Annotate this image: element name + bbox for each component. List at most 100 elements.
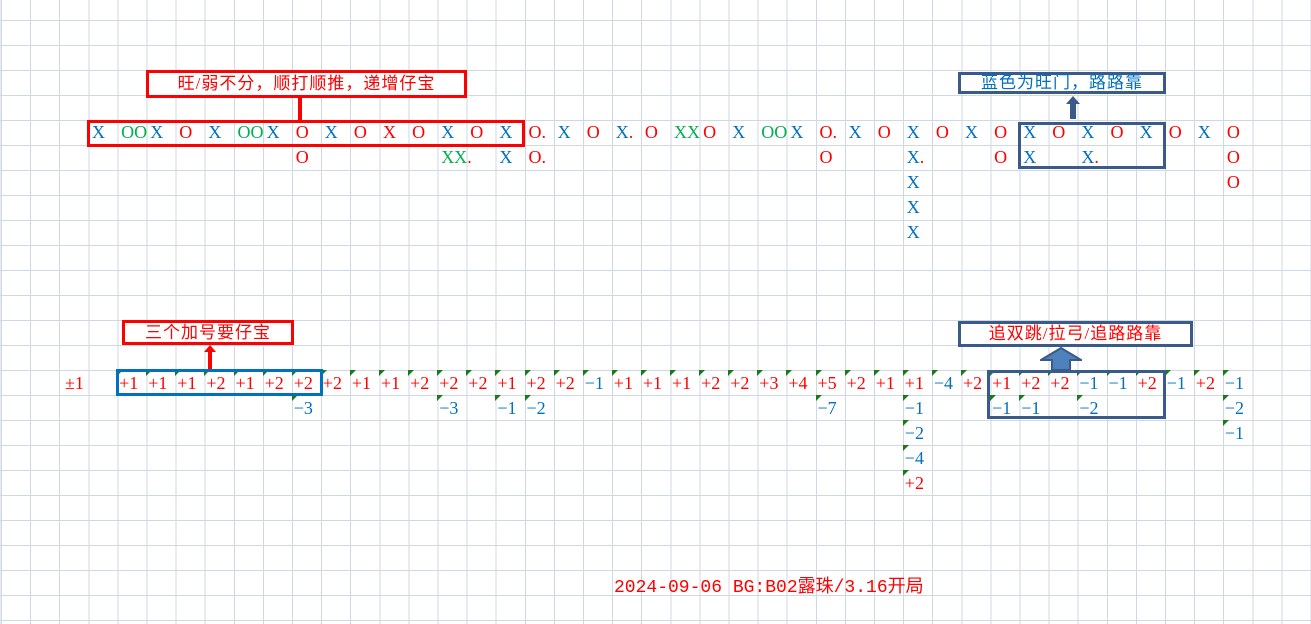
count-cell[interactable]: −2 (1077, 395, 1106, 420)
road-cell[interactable]: X (906, 197, 920, 217)
count-cell[interactable]: −1 (1222, 420, 1252, 445)
road-cell[interactable]: XX (674, 122, 700, 142)
road-cell[interactable]: X (1023, 122, 1037, 142)
count-cell[interactable]: +2 (466, 370, 495, 395)
road-cell[interactable]: X (324, 122, 338, 142)
count-cell[interactable]: −2 (1222, 395, 1252, 420)
road-cell[interactable]: O (412, 122, 426, 142)
count-cell[interactable]: −4 (902, 445, 932, 470)
count-cell[interactable]: +1 (233, 370, 263, 395)
road-cell[interactable]: OO (121, 122, 148, 142)
count-cell[interactable]: +2 (844, 370, 874, 395)
count-cell[interactable]: +1 (349, 370, 379, 395)
road-cell[interactable]: O (295, 147, 309, 167)
road-cell[interactable]: O (295, 122, 309, 142)
road-cell[interactable]: X (92, 122, 105, 142)
road-cell[interactable]: X (208, 122, 222, 142)
count-cell[interactable]: +2 (1048, 370, 1077, 395)
road-cell[interactable]: O (1226, 172, 1240, 192)
road-cell[interactable]: O (1052, 122, 1066, 142)
road-cell[interactable]: O. (525, 120, 547, 145)
count-cell[interactable]: −2 (524, 395, 554, 420)
count-cell[interactable]: +2 (728, 370, 757, 395)
count-cell[interactable]: +4 (786, 370, 815, 395)
count-cell[interactable]: −1 (1222, 370, 1252, 395)
count-cell[interactable]: +2 (1135, 370, 1165, 395)
count-cell[interactable]: +2 (553, 370, 583, 395)
count-cell[interactable]: −1 (1019, 395, 1048, 420)
road-cell[interactable]: O (470, 122, 484, 142)
count-cell[interactable]: +2 (262, 370, 292, 395)
count-cell[interactable]: +3 (757, 370, 786, 395)
count-cell[interactable]: −3 (437, 395, 466, 420)
road-cell[interactable]: OO (761, 122, 788, 142)
road-cell[interactable]: X (906, 222, 920, 242)
count-cell[interactable]: −1 (582, 370, 612, 395)
count-cell[interactable]: +2 (524, 370, 554, 395)
road-cell[interactable]: O. (816, 120, 838, 145)
count-cell[interactable]: +1 (670, 370, 699, 395)
road-cell[interactable]: O (994, 122, 1008, 142)
count-cell[interactable]: +1 (902, 370, 932, 395)
count-cell[interactable]: +1 (873, 370, 903, 395)
road-cell[interactable]: X (266, 122, 280, 142)
count-cell[interactable]: −1 (990, 395, 1019, 420)
count-cell[interactable]: +2 (961, 370, 990, 395)
count-cell[interactable]: +5 (815, 370, 845, 395)
road-cell[interactable]: X (906, 122, 920, 142)
road-cell[interactable]: X (499, 122, 513, 142)
count-cell[interactable]: −1 (1164, 370, 1194, 395)
road-cell[interactable]: X (557, 122, 571, 142)
road-cell[interactable]: O (1226, 147, 1240, 167)
road-cell[interactable]: OO (237, 122, 264, 142)
road-cell[interactable]: X. (903, 145, 925, 170)
count-cell[interactable]: +2 (699, 370, 728, 395)
road-cell[interactable]: X (441, 122, 455, 142)
count-cell[interactable]: −1 (1077, 370, 1106, 395)
count-cell[interactable]: −1 (1106, 370, 1136, 395)
count-cell[interactable]: +1 (175, 370, 204, 395)
road-cell[interactable]: O (586, 122, 600, 142)
road-cell[interactable]: O (353, 122, 367, 142)
road-cell[interactable]: O (877, 122, 891, 142)
road-cell[interactable]: X (1139, 122, 1153, 142)
count-cell[interactable]: −1 (902, 395, 932, 420)
count-cell[interactable]: +1 (640, 370, 670, 395)
count-cell[interactable]: +2 (437, 370, 466, 395)
road-cell[interactable]: X (732, 122, 746, 142)
count-cell[interactable]: +2 (204, 370, 233, 395)
count-cell[interactable]: +1 (495, 370, 524, 395)
road-cell[interactable]: O (1226, 122, 1240, 142)
count-cell[interactable]: +2 (1019, 370, 1048, 395)
road-cell[interactable]: O (819, 147, 833, 167)
count-cell[interactable]: +1 (146, 370, 175, 395)
count-cell[interactable]: +2 (1193, 370, 1223, 395)
count-cell[interactable]: −4 (931, 370, 961, 395)
road-cell[interactable]: X (1023, 147, 1037, 167)
road-cell[interactable]: X (1197, 122, 1211, 142)
count-cell[interactable]: +2 (320, 370, 350, 395)
road-cell[interactable]: X (499, 147, 513, 167)
count-cell[interactable]: −3 (291, 395, 321, 420)
road-cell[interactable]: O (1168, 122, 1182, 142)
count-cell[interactable]: +1 (117, 370, 146, 395)
road-cell[interactable]: O. (525, 145, 547, 170)
road-cell[interactable]: XX. (437, 145, 472, 170)
count-cell[interactable]: +1 (379, 370, 408, 395)
count-cell[interactable]: −2 (902, 420, 932, 445)
road-cell[interactable]: O (1110, 122, 1124, 142)
road-cell[interactable]: X (906, 172, 920, 192)
road-cell[interactable]: X. (612, 120, 634, 145)
count-cell[interactable]: +2 (291, 370, 321, 395)
count-cell[interactable]: +1 (990, 370, 1019, 395)
road-cell[interactable]: X (1081, 122, 1095, 142)
road-cell[interactable]: O (703, 122, 717, 142)
count-cell[interactable]: +2 (408, 370, 437, 395)
road-cell[interactable]: O (935, 122, 949, 142)
road-cell[interactable]: X (383, 122, 396, 142)
road-cell[interactable]: X (965, 122, 978, 142)
road-cell[interactable]: O (994, 147, 1008, 167)
count-cell[interactable]: −7 (815, 395, 845, 420)
road-cell[interactable]: O (179, 122, 193, 142)
